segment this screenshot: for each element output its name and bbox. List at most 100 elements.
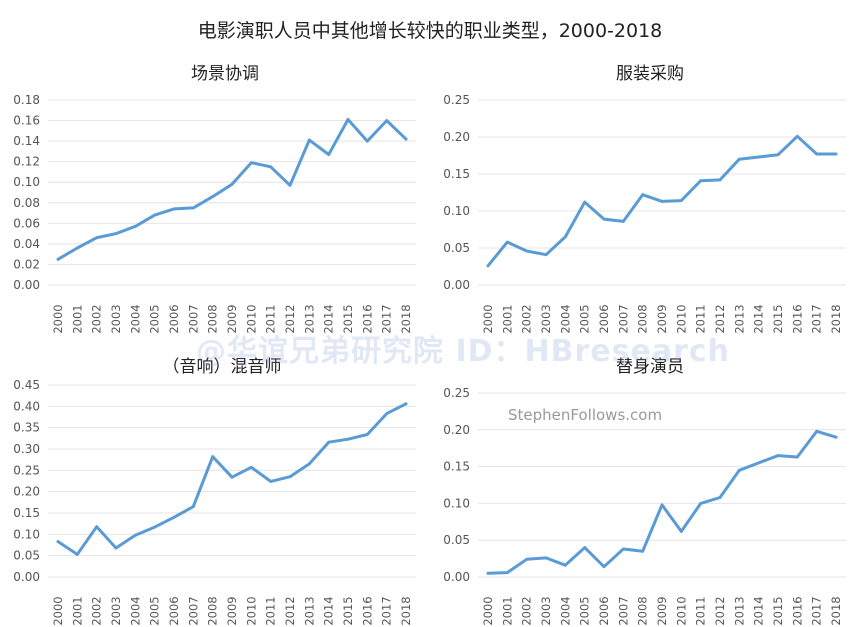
data-point: [211, 195, 215, 199]
x-tick-label: 2006: [597, 304, 611, 333]
data-point: [505, 571, 509, 574]
y-tick-label: 0.15: [443, 460, 470, 474]
data-point: [602, 217, 606, 221]
x-tick-label: 2013: [732, 304, 746, 333]
x-tick-label: 2008: [206, 596, 220, 625]
watermark: @华谊兄弟研究院 ID：HBresearch: [196, 334, 731, 369]
data-point: [583, 546, 587, 549]
data-point: [776, 454, 780, 457]
data-point: [404, 137, 408, 141]
x-tick-label: 2003: [539, 596, 553, 625]
x-tick-label: 2005: [578, 596, 592, 625]
data-point: [737, 468, 741, 472]
data-point: [75, 553, 79, 556]
data-point: [133, 225, 137, 228]
x-tick-label: 2001: [500, 304, 514, 333]
data-point: [191, 206, 195, 210]
y-tick-label: 0.00: [443, 570, 470, 584]
data-point: [230, 182, 234, 186]
x-tick-label: 2016: [360, 304, 374, 333]
y-tick-label: 0.06: [13, 216, 40, 230]
x-tick-label: 2015: [341, 304, 355, 333]
y-tick-label: 0.10: [13, 175, 40, 189]
x-tick-label: 2007: [616, 304, 630, 333]
x-tick-label: 2006: [597, 596, 611, 625]
y-tick-label: 0.16: [13, 114, 40, 128]
data-point: [75, 246, 79, 250]
source-label: StephenFollows.com: [508, 406, 663, 424]
data-point: [56, 540, 60, 543]
data-point: [288, 475, 292, 479]
data-point: [525, 249, 529, 253]
x-tick-label: 2007: [186, 596, 200, 625]
data-point: [114, 546, 118, 550]
data-point: [249, 465, 253, 469]
data-point: [269, 480, 273, 483]
data-point: [641, 549, 645, 553]
data-point: [153, 525, 157, 529]
y-tick-label: 0.14: [13, 134, 40, 148]
x-tick-label: 2011: [694, 596, 708, 625]
data-point: [385, 412, 389, 415]
y-tick-label: 0.20: [443, 423, 470, 437]
series-line: [56, 118, 408, 261]
x-tick-label: 2015: [771, 596, 785, 625]
data-point: [56, 257, 60, 261]
x-tick-label: 2009: [225, 596, 239, 625]
x-tick-label: 2014: [322, 304, 336, 333]
main-title: 电影演职人员中其他增长较快的职业类型，2000-2018: [197, 20, 663, 42]
data-point: [834, 435, 838, 439]
x-tick-label: 2010: [244, 304, 258, 333]
x-tick-label: 2017: [810, 304, 824, 333]
x-tick-label: 2007: [186, 304, 200, 333]
data-point: [486, 571, 490, 575]
x-tick-label: 2013: [302, 596, 316, 625]
x-tick-label: 2004: [128, 596, 142, 625]
data-point: [621, 547, 625, 551]
data-point: [153, 213, 157, 217]
data-point: [288, 183, 292, 187]
x-tick-label: 2001: [70, 596, 84, 625]
x-tick-label: 2000: [481, 304, 495, 333]
x-tick-label: 2005: [148, 304, 162, 333]
x-tick-label: 2018: [399, 596, 413, 625]
data-point: [699, 179, 703, 183]
y-tick-label: 0.40: [13, 399, 40, 413]
x-tick-label: 2003: [109, 596, 123, 625]
y-tick-label: 0.00: [443, 278, 470, 292]
x-tick-label: 2003: [109, 304, 123, 333]
data-point: [795, 134, 799, 138]
chart-title: 替身演员: [616, 357, 684, 377]
x-tick-label: 2018: [399, 304, 413, 333]
data-point: [795, 455, 799, 459]
y-tick-label: 0.04: [13, 237, 40, 251]
chart-title: 场景协调: [191, 64, 259, 84]
y-tick-label: 0.00: [13, 278, 40, 292]
data-point: [172, 515, 176, 519]
data-point: [525, 557, 529, 561]
data-point: [815, 429, 819, 433]
data-point: [365, 433, 369, 436]
y-tick-label: 0.05: [443, 533, 470, 547]
x-tick-label: 2004: [558, 304, 572, 333]
data-point: [327, 153, 331, 156]
y-tick-label: 0.05: [13, 549, 40, 563]
chart-panel-stunt-performer: 替身演员 0.00 0.05 0.10 0.15 0.20 0.25 2000 2001 2002…: [430, 348, 860, 627]
data-point: [230, 475, 234, 479]
y-tick-label: 0.45: [13, 378, 40, 392]
data-point: [757, 155, 761, 159]
x-tick-label: 2018: [829, 596, 843, 625]
data-point: [737, 157, 741, 161]
x-tick-label: 2005: [578, 304, 592, 333]
data-point: [583, 200, 587, 204]
x-tick-label: 2016: [360, 596, 374, 625]
x-tick-label: 2002: [520, 596, 534, 625]
data-point: [327, 440, 331, 444]
x-tick-label: 2016: [790, 304, 804, 333]
x-tick-label: 2000: [51, 304, 65, 333]
y-tick-label: 0.08: [13, 196, 40, 210]
x-tick-label: 2008: [636, 304, 650, 333]
x-tick-label: 2012: [713, 596, 727, 625]
data-point: [505, 240, 509, 244]
x-tick-label: 2004: [128, 304, 142, 333]
